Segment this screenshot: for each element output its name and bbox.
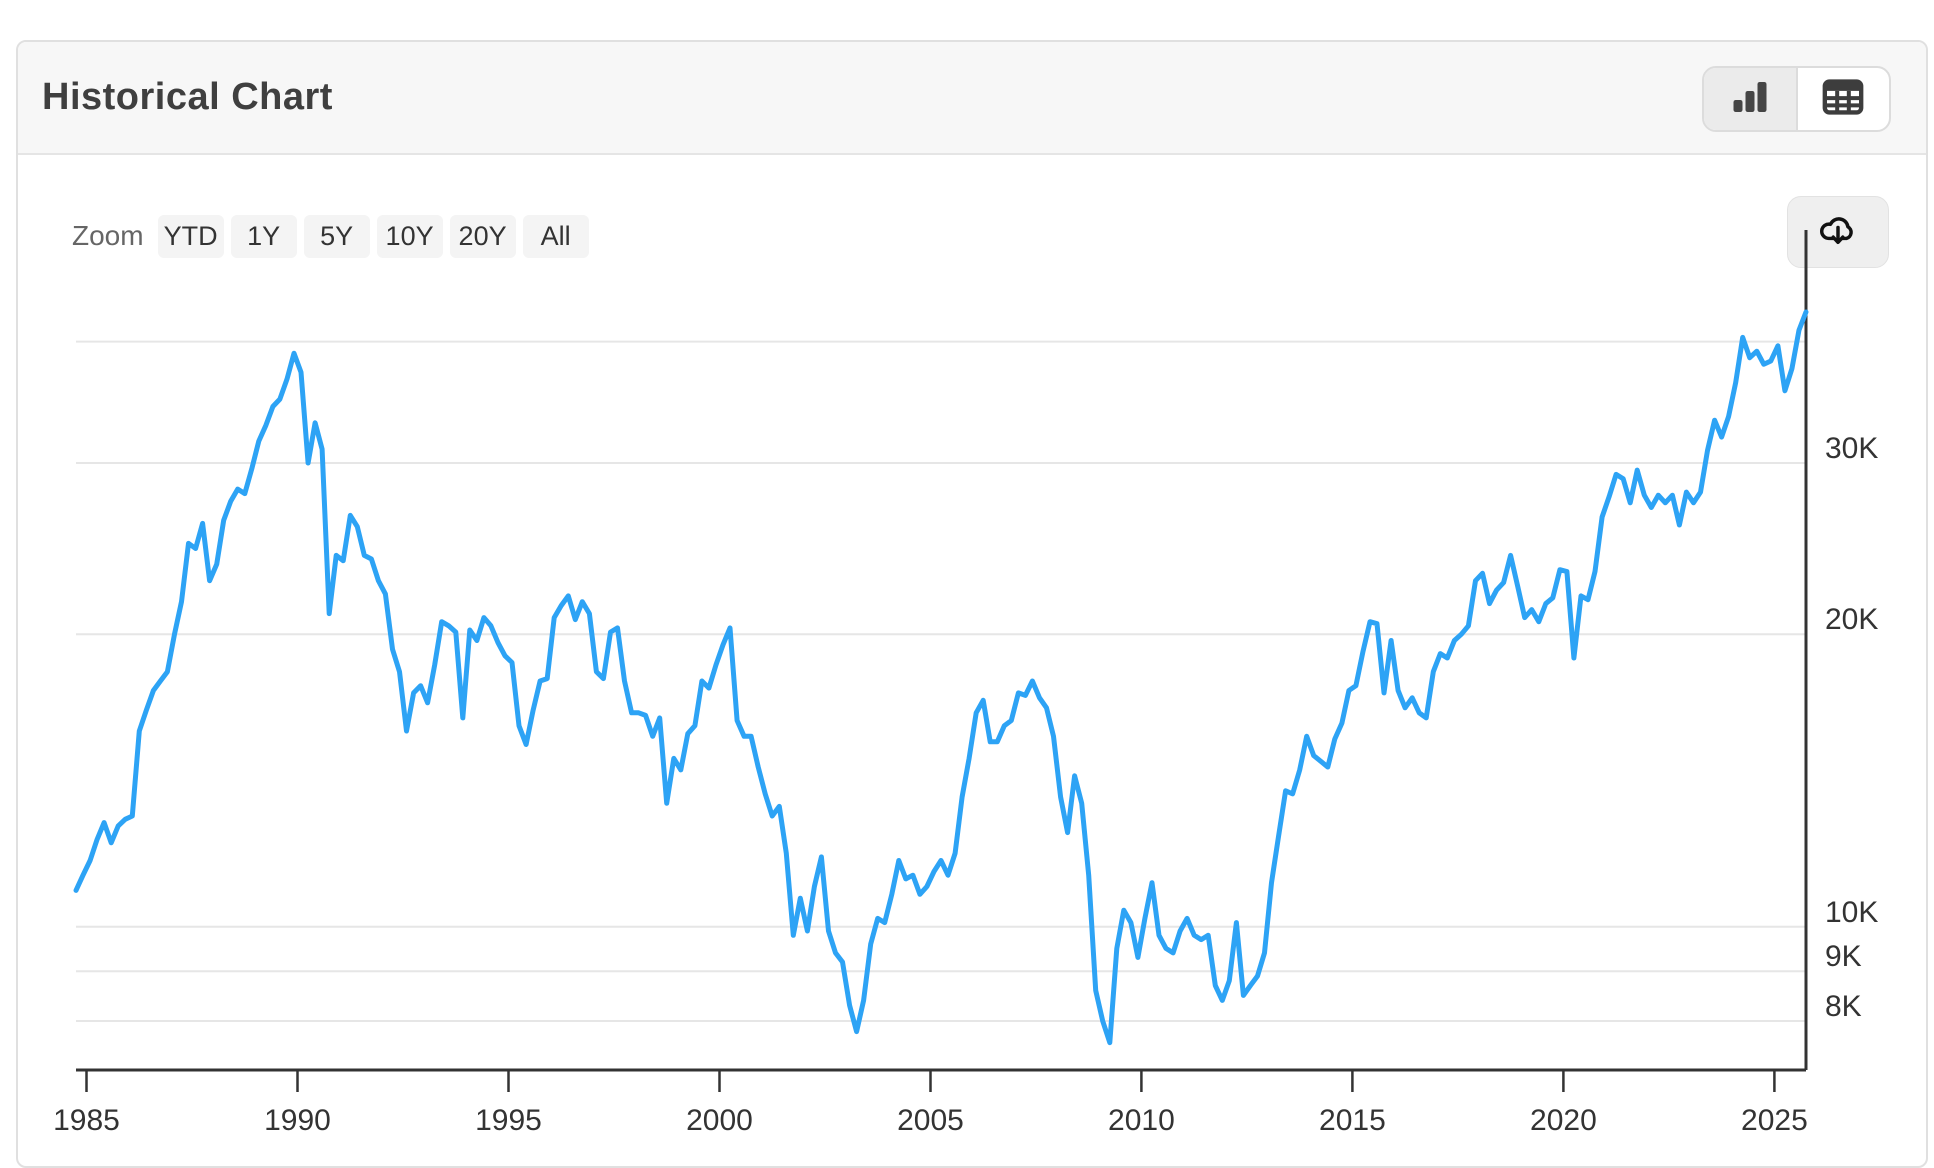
page-title: Historical Chart — [42, 76, 333, 118]
table-icon — [1821, 77, 1865, 122]
table-view-button[interactable] — [1795, 68, 1890, 130]
card-header: Historical Chart — [18, 42, 1926, 155]
range-button-10y[interactable]: 10Y — [376, 214, 443, 258]
range-button-all[interactable]: All — [522, 214, 589, 258]
chart-view-button[interactable] — [1704, 68, 1796, 130]
view-toggle-group — [1702, 66, 1891, 132]
range-button-1y[interactable]: 1Y — [230, 214, 297, 258]
cloud-download-icon — [1814, 208, 1862, 257]
zoom-label: Zoom — [72, 220, 144, 251]
historical-chart-card: Historical Chart — [16, 40, 1928, 1168]
range-button-20y[interactable]: 20Y — [449, 214, 516, 258]
download-button[interactable] — [1787, 196, 1889, 268]
range-button-ytd[interactable]: YTD — [157, 214, 224, 258]
bar-chart-icon — [1730, 79, 1770, 120]
zoom-toolbar: Zoom YTD 1Y 5Y 10Y 20Y All — [72, 214, 596, 258]
range-button-5y[interactable]: 5Y — [303, 214, 370, 258]
